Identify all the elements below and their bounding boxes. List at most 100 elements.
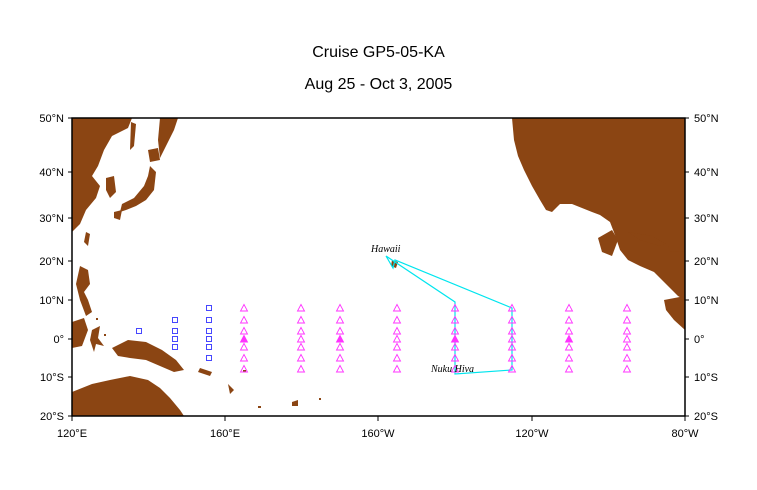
- triangle-buoy-marker: [622, 315, 632, 324]
- triangle-buoy-marker: [239, 315, 249, 324]
- triangle-buoy-marker: [392, 334, 402, 343]
- triangle-buoy-marker: [392, 303, 402, 312]
- lat-label-right: 50°N: [694, 113, 719, 125]
- triangle-buoy-marker: [564, 326, 574, 335]
- triangle-buoy-marker: [450, 353, 460, 362]
- borneo: [72, 318, 88, 348]
- island-dot: [104, 334, 106, 336]
- triangle-buoy-marker: [296, 334, 306, 343]
- square-buoy-marker: [206, 305, 212, 311]
- triangle-buoy-marker: [296, 303, 306, 312]
- square-buoy-marker: [206, 317, 212, 323]
- lat-label-left: 20°N: [39, 256, 64, 268]
- tick-marks: [68, 117, 689, 421]
- square-buoy-marker: [136, 328, 142, 334]
- japan-kyushu: [114, 210, 122, 220]
- sakhalin: [130, 122, 136, 150]
- lat-label-left: 20°S: [40, 411, 64, 423]
- triangle-buoy-marker: [450, 303, 460, 312]
- lat-label-left: 30°N: [39, 213, 64, 225]
- square-buoy-marker: [172, 336, 178, 342]
- hispaniola: [668, 246, 684, 252]
- triangle-buoy-marker: [622, 342, 632, 351]
- triangle-buoy-marker: [622, 353, 632, 362]
- triangle-buoy-marker: [564, 353, 574, 362]
- triangle-buoy-marker: [335, 353, 345, 362]
- triangle-buoy-marker: [239, 342, 249, 351]
- triangle-buoy-marker: [622, 303, 632, 312]
- triangle-buoy-marker: [507, 315, 517, 324]
- taiwan: [84, 232, 90, 246]
- triangle-buoy-marker: [507, 334, 517, 343]
- lat-label-left: 0°: [53, 334, 64, 346]
- triangle-buoy-marker: [239, 326, 249, 335]
- triangle-buoy-marker: [392, 353, 402, 362]
- triangle-buoy-marker: [239, 303, 249, 312]
- triangle-buoy-marker: [335, 326, 345, 335]
- asia-mainland: [72, 118, 132, 232]
- triangle-buoy-marker: [296, 326, 306, 335]
- cruise-track: [385, 255, 513, 375]
- fiji: [292, 400, 298, 406]
- lat-label-right: 10°N: [694, 295, 719, 307]
- lat-label-right: 20°S: [694, 411, 718, 423]
- japan-honshu: [120, 166, 156, 212]
- island-dot: [258, 406, 261, 408]
- square-buoy-marker: [206, 355, 212, 361]
- triangle-buoy-marker: [564, 342, 574, 351]
- triangle-buoy-marker: [564, 364, 574, 373]
- philippines: [76, 266, 92, 316]
- lon-label: 120°E: [57, 428, 87, 440]
- triangle-buoy-marker: [450, 342, 460, 351]
- lat-label-right: 40°N: [694, 167, 719, 179]
- square-buoy-marker: [172, 317, 178, 323]
- island-dot: [243, 370, 246, 372]
- triangle-buoy-marker: [564, 315, 574, 324]
- vanuatu: [228, 384, 234, 394]
- japan-hokkaido: [148, 148, 160, 162]
- lon-label: 120°W: [515, 428, 549, 440]
- korea: [106, 176, 116, 198]
- land-masses: [72, 118, 685, 416]
- triangle-buoy-marker: [507, 342, 517, 351]
- triangle-buoy-marker: [296, 353, 306, 362]
- triangle-buoy-marker: [507, 353, 517, 362]
- north-america: [512, 118, 685, 300]
- square-buoy-marker: [206, 336, 212, 342]
- lon-label: 160°E: [210, 428, 240, 440]
- hawaii-label: Hawaii: [370, 244, 401, 255]
- australia: [72, 376, 184, 416]
- lat-label-left: 40°N: [39, 167, 64, 179]
- lat-label-left: 10°S: [40, 372, 64, 384]
- triangle-buoy-marker: [507, 303, 517, 312]
- map-title: Cruise GP5-05-KA: [312, 44, 445, 61]
- triangle-buoy-marker: [335, 364, 345, 373]
- triangle-buoy-marker: [564, 303, 574, 312]
- square-buoy-marker: [172, 328, 178, 334]
- buoy-markers: [136, 303, 632, 373]
- lat-label-right: 30°N: [694, 213, 719, 225]
- triangle-buoy-marker: [335, 342, 345, 351]
- island-dot: [319, 398, 321, 400]
- map-subtitle: Aug 25 - Oct 3, 2005: [304, 76, 453, 93]
- triangle-buoy-marker: [296, 342, 306, 351]
- south-america: [664, 296, 685, 330]
- cuba: [628, 232, 666, 246]
- triangle-buoy-marker: [622, 334, 632, 343]
- triangle-buoy-marker: [622, 364, 632, 373]
- triangle-buoy-marker: [450, 315, 460, 324]
- triangle-buoy-marker: [392, 364, 402, 373]
- nuku-hiva-label: Nuku Hiva: [430, 364, 474, 375]
- triangle-buoy-marker: [564, 334, 574, 343]
- triangle-buoy-marker: [335, 334, 345, 343]
- island-dot: [96, 318, 98, 320]
- triangle-buoy-marker: [450, 326, 460, 335]
- lon-label: 80°W: [671, 428, 699, 440]
- triangle-buoy-marker: [296, 315, 306, 324]
- lat-label-right: 0°: [694, 334, 705, 346]
- triangle-buoy-marker: [622, 326, 632, 335]
- sulawesi: [90, 326, 104, 352]
- square-buoy-marker: [206, 328, 212, 334]
- lat-label-left: 10°N: [39, 295, 64, 307]
